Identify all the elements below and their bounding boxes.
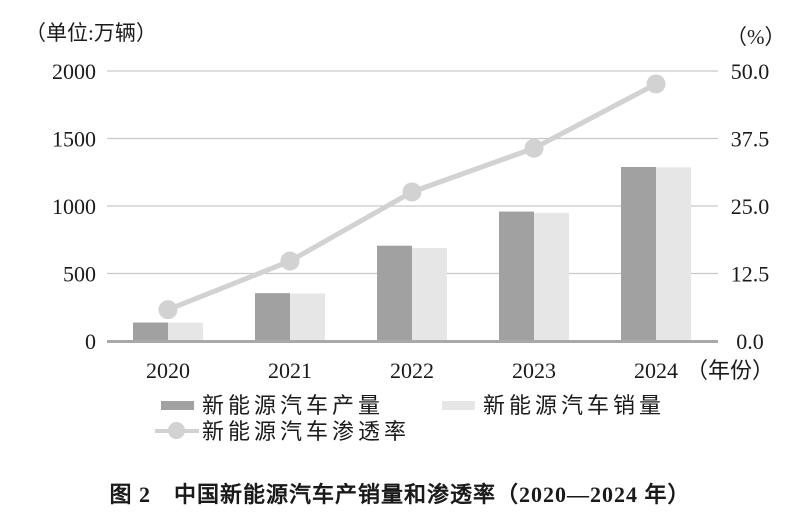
right-axis-unit-label: （%）: [726, 25, 786, 49]
legend-label-penetration: 新能源汽车渗透率: [202, 419, 411, 444]
penetration-point-2020: [158, 300, 178, 320]
x-axis-label-2022: 2022: [390, 358, 434, 383]
bar-sales-2023: [534, 212, 569, 341]
right-axis-tick-label: 50.0: [731, 59, 770, 84]
legend-label-sales: 新能源汽车销量: [483, 393, 666, 418]
bar-production-2024: [621, 167, 656, 341]
bar-sales-2024: [656, 167, 691, 341]
penetration-point-2022: [402, 182, 422, 202]
left-axis-tick-label: 1000: [52, 194, 96, 219]
bar-production-2021: [255, 293, 290, 341]
bar-production-2022: [377, 245, 412, 341]
x-axis-label-2021: 2021: [268, 358, 312, 383]
right-axis-tick-label: 12.5: [731, 262, 770, 287]
legend-swatch-sales-bar: [442, 401, 475, 410]
left-axis-tick-label: 0: [85, 329, 96, 354]
penetration-point-2023: [524, 138, 544, 158]
right-axis-tick-label: 37.5: [731, 127, 770, 152]
figure-caption: 图 2 中国新能源汽车产销量和渗透率（2020—2024 年）: [109, 482, 691, 507]
bar-sales-2022: [412, 248, 447, 341]
x-axis-label-2023: 2023: [512, 358, 556, 383]
combo-chart-canvas: 2000 1500 1000 500 0 50.0 37.5 25.0 12.5 0.0 2020 2…: [52, 59, 774, 383]
right-axis-tick-label: 0.0: [736, 329, 764, 354]
legend-marker-penetration-dot-icon: [168, 422, 185, 439]
left-axis-tick-label: 500: [63, 262, 96, 287]
left-axis-tick-label: 1500: [52, 127, 96, 152]
left-axis-unit-label: （单位:万辆）: [25, 21, 157, 45]
x-axis-label-2020: 2020: [146, 358, 190, 383]
penetration-point-2021: [280, 251, 300, 271]
bar-production-2023: [499, 211, 534, 341]
x-axis-suffix-label: （年份）: [686, 358, 774, 383]
left-axis-tick-label: 2000: [52, 59, 96, 84]
bar-sales-2020: [168, 322, 203, 341]
x-axis-label-2024: 2024: [634, 358, 678, 383]
right-axis-tick-label: 25.0: [731, 194, 770, 219]
bar-sales-2021: [290, 293, 325, 341]
legend-label-production: 新能源汽车产量: [202, 393, 385, 418]
penetration-point-2024: [646, 74, 666, 94]
legend-swatch-production-bar: [161, 401, 194, 410]
bar-production-2020: [133, 322, 168, 341]
